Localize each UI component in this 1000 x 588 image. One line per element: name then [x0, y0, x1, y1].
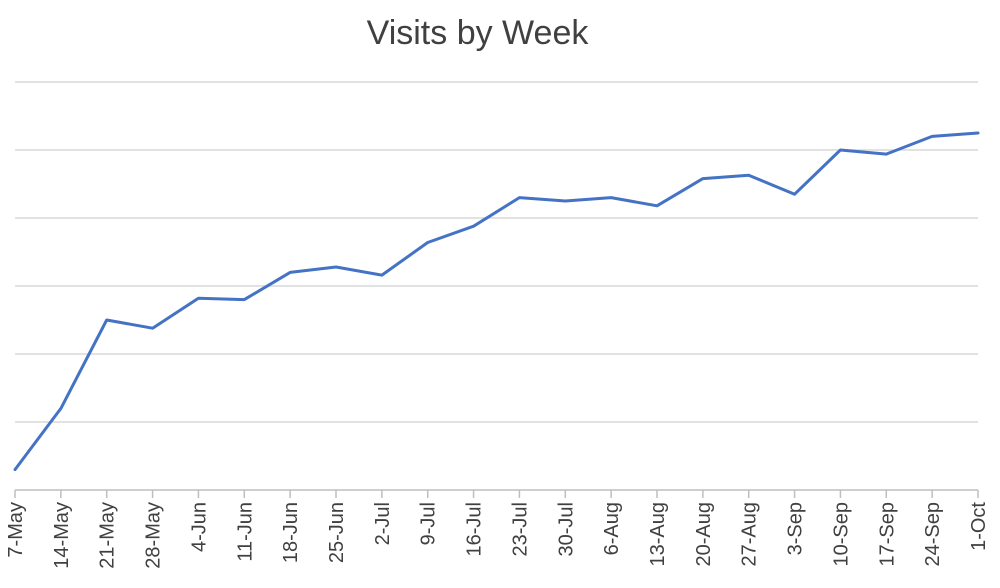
x-tick-label: 27-Aug	[739, 502, 761, 567]
gridlines	[15, 81, 978, 423]
x-tick-label: 3-Sep	[785, 502, 807, 555]
x-tick-label: 17-Sep	[876, 502, 898, 567]
x-tick-label: 1-Oct	[968, 502, 990, 551]
series-line	[13, 131, 980, 472]
x-tick-label: 20-Aug	[693, 502, 715, 567]
x-tick-label: 6-Aug	[601, 502, 623, 555]
x-tick-label: 7-May	[5, 502, 27, 558]
x-tick-label: 13-Aug	[647, 502, 669, 567]
x-tick-label: 25-Jun	[326, 502, 348, 563]
x-tick-label: 10-Sep	[830, 502, 852, 567]
x-axis	[14, 489, 979, 498]
x-tick-label: 24-Sep	[922, 502, 944, 567]
x-tick-label: 23-Jul	[509, 502, 531, 556]
x-tick-label: 30-Jul	[555, 502, 577, 556]
x-tick-label: 16-Jul	[464, 502, 486, 556]
series-layer	[13, 131, 980, 472]
chart-title: Visits by Week	[366, 14, 589, 52]
x-tick-label: 2-Jul	[372, 502, 394, 545]
x-tick-label: 21-May	[97, 502, 119, 569]
x-tick-label: 14-May	[51, 502, 73, 569]
x-tick-labels: 7-May 14-May 21-May 28-May 4-Jun 11-Jun 18-Jun…	[5, 502, 990, 569]
x-tick-label: 18-Jun	[280, 502, 302, 563]
x-tick-label: 28-May	[143, 502, 165, 569]
x-tick-label: 9-Jul	[418, 502, 440, 545]
x-tick-label: 11-Jun	[234, 502, 256, 562]
x-tick-label: 4-Jun	[188, 502, 210, 552]
